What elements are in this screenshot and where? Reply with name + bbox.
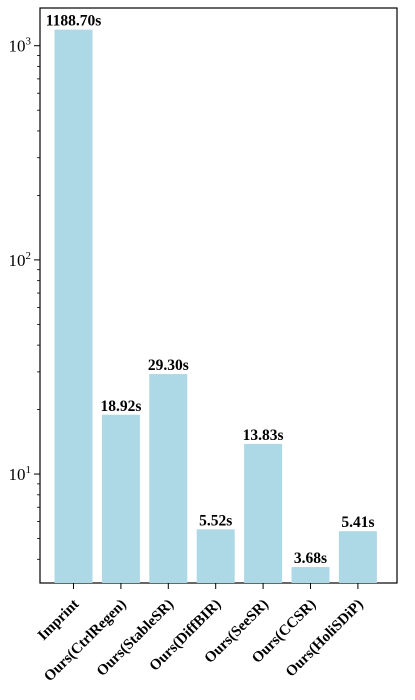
y-tick-base: 10 — [9, 37, 26, 56]
y-tick-label: 103 — [9, 36, 32, 56]
x-tick-label: Imprint — [35, 597, 82, 644]
bar-value-label: 5.52s — [199, 512, 232, 529]
bars — [54, 29, 377, 583]
bar-value-label: 3.68s — [294, 550, 327, 567]
y-tick-exponent: 3 — [26, 36, 32, 48]
bar — [196, 529, 235, 583]
y-tick-label: 101 — [9, 464, 32, 484]
data-labels: 1188.70s 18.92s 29.30s 5.52s 13.83s 3.68s 5.41… — [46, 13, 375, 567]
bar-value-label: 18.92s — [100, 398, 141, 415]
y-tick-exponent: 1 — [26, 464, 32, 476]
bar — [338, 531, 377, 583]
bar — [54, 29, 93, 583]
plot-frame — [39, 7, 398, 584]
x-tick-label: Ours(CtrlRegen) — [41, 597, 129, 685]
y-tick-exponent: 2 — [26, 250, 32, 262]
bar-value-label: 5.41s — [341, 514, 374, 531]
bar — [291, 567, 330, 583]
x-tick-labels: ImprintOurs(CtrlRegen)Ours(StableSR)Ours… — [35, 597, 367, 685]
bar-value-label: 1188.70s — [46, 13, 102, 30]
y-tick-base: 10 — [9, 251, 26, 270]
bar — [149, 374, 188, 583]
bar — [101, 414, 140, 583]
y-tick-base: 10 — [9, 465, 26, 484]
bar-value-label: 13.83s — [243, 427, 284, 444]
bar-value-label: 29.30s — [148, 357, 189, 374]
bar — [244, 443, 283, 583]
y-tick-label: 102 — [9, 250, 32, 270]
